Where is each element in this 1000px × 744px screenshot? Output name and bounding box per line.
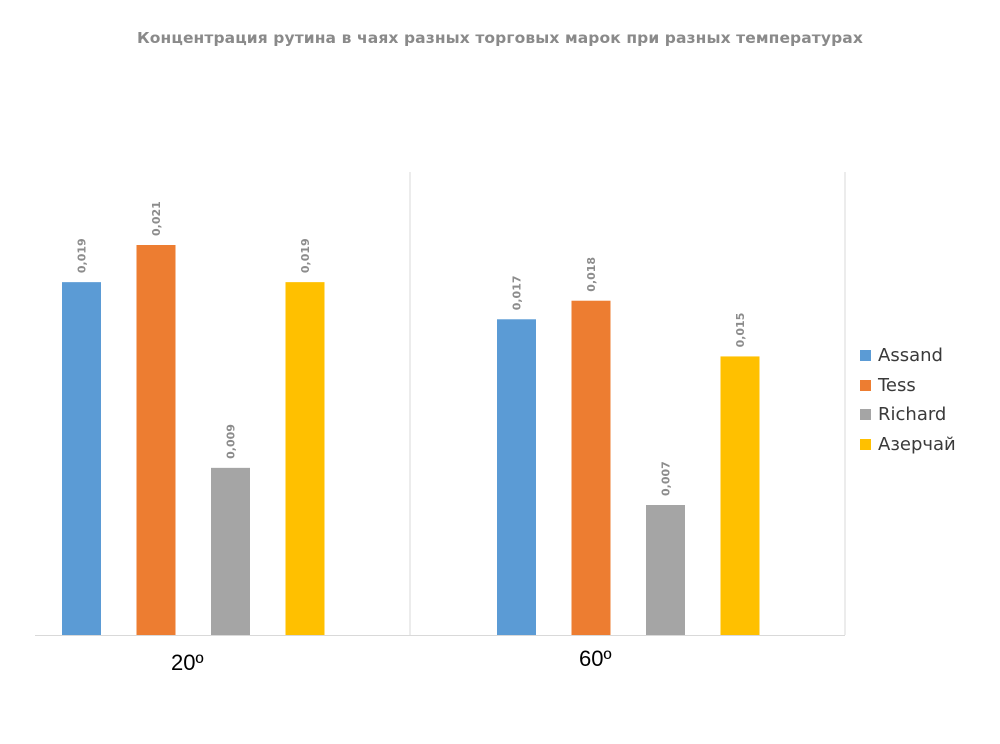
legend-swatch-assand <box>860 350 871 362</box>
category-label: 60º <box>579 646 612 671</box>
data-label: 0,015 <box>734 313 747 348</box>
data-label: 0,018 <box>585 257 598 292</box>
bar-assand-1 <box>62 282 101 635</box>
legend: Assand Tess Richard Азерчай <box>860 341 956 459</box>
legend-label-richard: Richard <box>878 404 947 426</box>
bar-азерчай-2 <box>720 356 760 635</box>
bar-tess-1 <box>136 245 176 635</box>
chart-title: Концентрация рутина в чаях разных торгов… <box>137 29 863 47</box>
legend-swatch-richard <box>860 409 871 421</box>
data-label: 0,019 <box>299 238 312 273</box>
bar-assand-2 <box>497 319 536 635</box>
legend-item-assand: Assand <box>860 341 956 371</box>
legend-item-richard: Richard <box>860 400 956 430</box>
bar-азерчай-1 <box>285 282 325 635</box>
bar-tess-2 <box>571 300 611 635</box>
legend-swatch-tess <box>860 379 871 391</box>
legend-label-azerchay: Азерчай <box>878 433 956 455</box>
legend-label-assand: Assand <box>878 345 943 367</box>
category-label: 20º <box>171 650 204 675</box>
legend-swatch-azerchay <box>860 438 871 450</box>
legend-item-tess: Tess <box>860 371 956 401</box>
data-label: 0,017 <box>511 275 524 310</box>
legend-item-azerchay: Азерчай <box>860 430 956 460</box>
data-label: 0,009 <box>225 424 238 459</box>
bar-richard-2 <box>646 505 685 635</box>
data-label: 0,021 <box>150 201 163 236</box>
data-label: 0,007 <box>660 461 673 496</box>
legend-label-tess: Tess <box>878 374 916 396</box>
data-label: 0,019 <box>76 238 89 273</box>
bar-richard-1 <box>211 467 250 635</box>
